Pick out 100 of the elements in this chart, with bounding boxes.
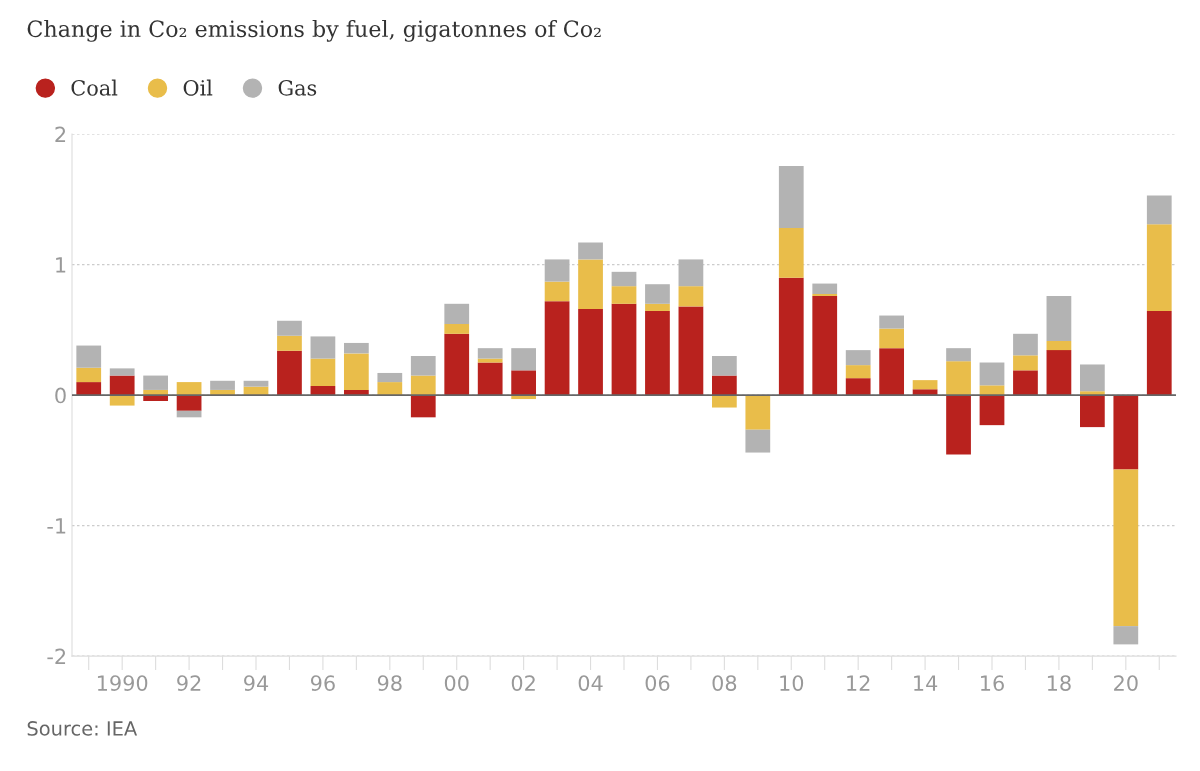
bar (845, 365, 871, 379)
bar (477, 362, 503, 396)
bar (76, 367, 102, 383)
y-tick-label: 2 (55, 126, 66, 143)
legend-label: Gas (278, 79, 317, 96)
bar (778, 228, 804, 278)
x-tick-label: 96 (310, 675, 335, 691)
bar (645, 310, 670, 396)
bar (277, 350, 302, 396)
bar (444, 303, 470, 325)
bar (1079, 364, 1105, 392)
x-tick-label: 16 (981, 675, 1004, 691)
x-tick-label: 20 (1114, 675, 1138, 691)
bar (745, 429, 771, 453)
bar (76, 345, 102, 368)
bar (544, 259, 570, 282)
bar (477, 348, 503, 359)
x-tick-label: 00 (444, 675, 469, 691)
bar (176, 395, 202, 411)
bar (544, 281, 570, 302)
y-tick-label: 1 (56, 257, 66, 273)
x-tick-label: 18 (1047, 675, 1071, 691)
bar (1113, 395, 1139, 470)
bar (812, 283, 838, 295)
legend-label: Coal (71, 79, 118, 96)
bar (76, 382, 102, 396)
bar (979, 362, 1005, 386)
x-tick-label: 04 (578, 675, 603, 691)
bar (578, 309, 603, 396)
bar (1013, 370, 1038, 396)
bar (1146, 310, 1172, 396)
bar (678, 286, 704, 307)
bar (410, 375, 436, 396)
bar (1113, 469, 1139, 627)
bar (845, 350, 871, 366)
bar (1046, 350, 1072, 396)
bar (109, 368, 135, 376)
bar (410, 355, 436, 376)
bar (410, 395, 436, 418)
bar (711, 355, 737, 376)
bar (946, 348, 971, 362)
bar (477, 358, 503, 363)
bar (711, 375, 737, 396)
x-tick-label: 02 (511, 675, 535, 691)
x-tick-label: 94 (244, 675, 269, 691)
bar (678, 259, 704, 287)
bar (310, 358, 336, 386)
x-tick-label: 12 (847, 675, 870, 691)
y-tick-label: -1 (47, 518, 66, 534)
bar (377, 382, 403, 396)
bar (611, 303, 637, 396)
bar (544, 301, 570, 396)
bar (1146, 224, 1172, 311)
bar (1046, 340, 1072, 351)
bar (377, 372, 403, 383)
bar (611, 286, 637, 304)
bar (109, 375, 135, 396)
x-tick-label: 1990 (97, 675, 148, 691)
bar (210, 380, 235, 390)
x-tick-label: 10 (780, 675, 804, 691)
bar (745, 395, 771, 430)
bar (1013, 355, 1038, 371)
bar (778, 277, 804, 396)
y-tick-label: 0 (55, 387, 66, 404)
bar (143, 375, 169, 390)
y-tick-label: -2 (47, 648, 66, 665)
bar (277, 320, 302, 336)
bar (645, 284, 670, 304)
bar (845, 378, 871, 396)
bar (1146, 195, 1172, 225)
bar (277, 335, 302, 351)
bar (243, 380, 269, 387)
bar (578, 242, 603, 260)
bar (946, 361, 971, 396)
bar (511, 348, 537, 371)
legend-label: Oil (183, 79, 213, 96)
bar (1113, 626, 1139, 645)
bar (678, 306, 704, 396)
bar (778, 166, 804, 229)
x-tick-label: 98 (377, 675, 402, 691)
bar (578, 259, 603, 310)
bar (611, 271, 637, 287)
chart-title: Change in Co₂ emissions by fuel, gigatonnes of Co₂ (27, 19, 601, 42)
bar (912, 380, 938, 390)
bar (711, 395, 737, 408)
bar (511, 370, 537, 396)
bar (879, 315, 905, 329)
bar (109, 395, 135, 406)
x-tick-label: 08 (712, 675, 737, 691)
x-tick-label: 06 (645, 675, 670, 691)
bar (1013, 333, 1038, 356)
bar (946, 395, 971, 455)
bar (879, 328, 905, 349)
bar (645, 303, 670, 311)
bar (444, 324, 470, 334)
bar (1046, 295, 1072, 341)
bar (812, 295, 838, 396)
bar (979, 395, 1005, 426)
x-tick-label: 14 (914, 675, 938, 691)
bar (343, 342, 369, 354)
